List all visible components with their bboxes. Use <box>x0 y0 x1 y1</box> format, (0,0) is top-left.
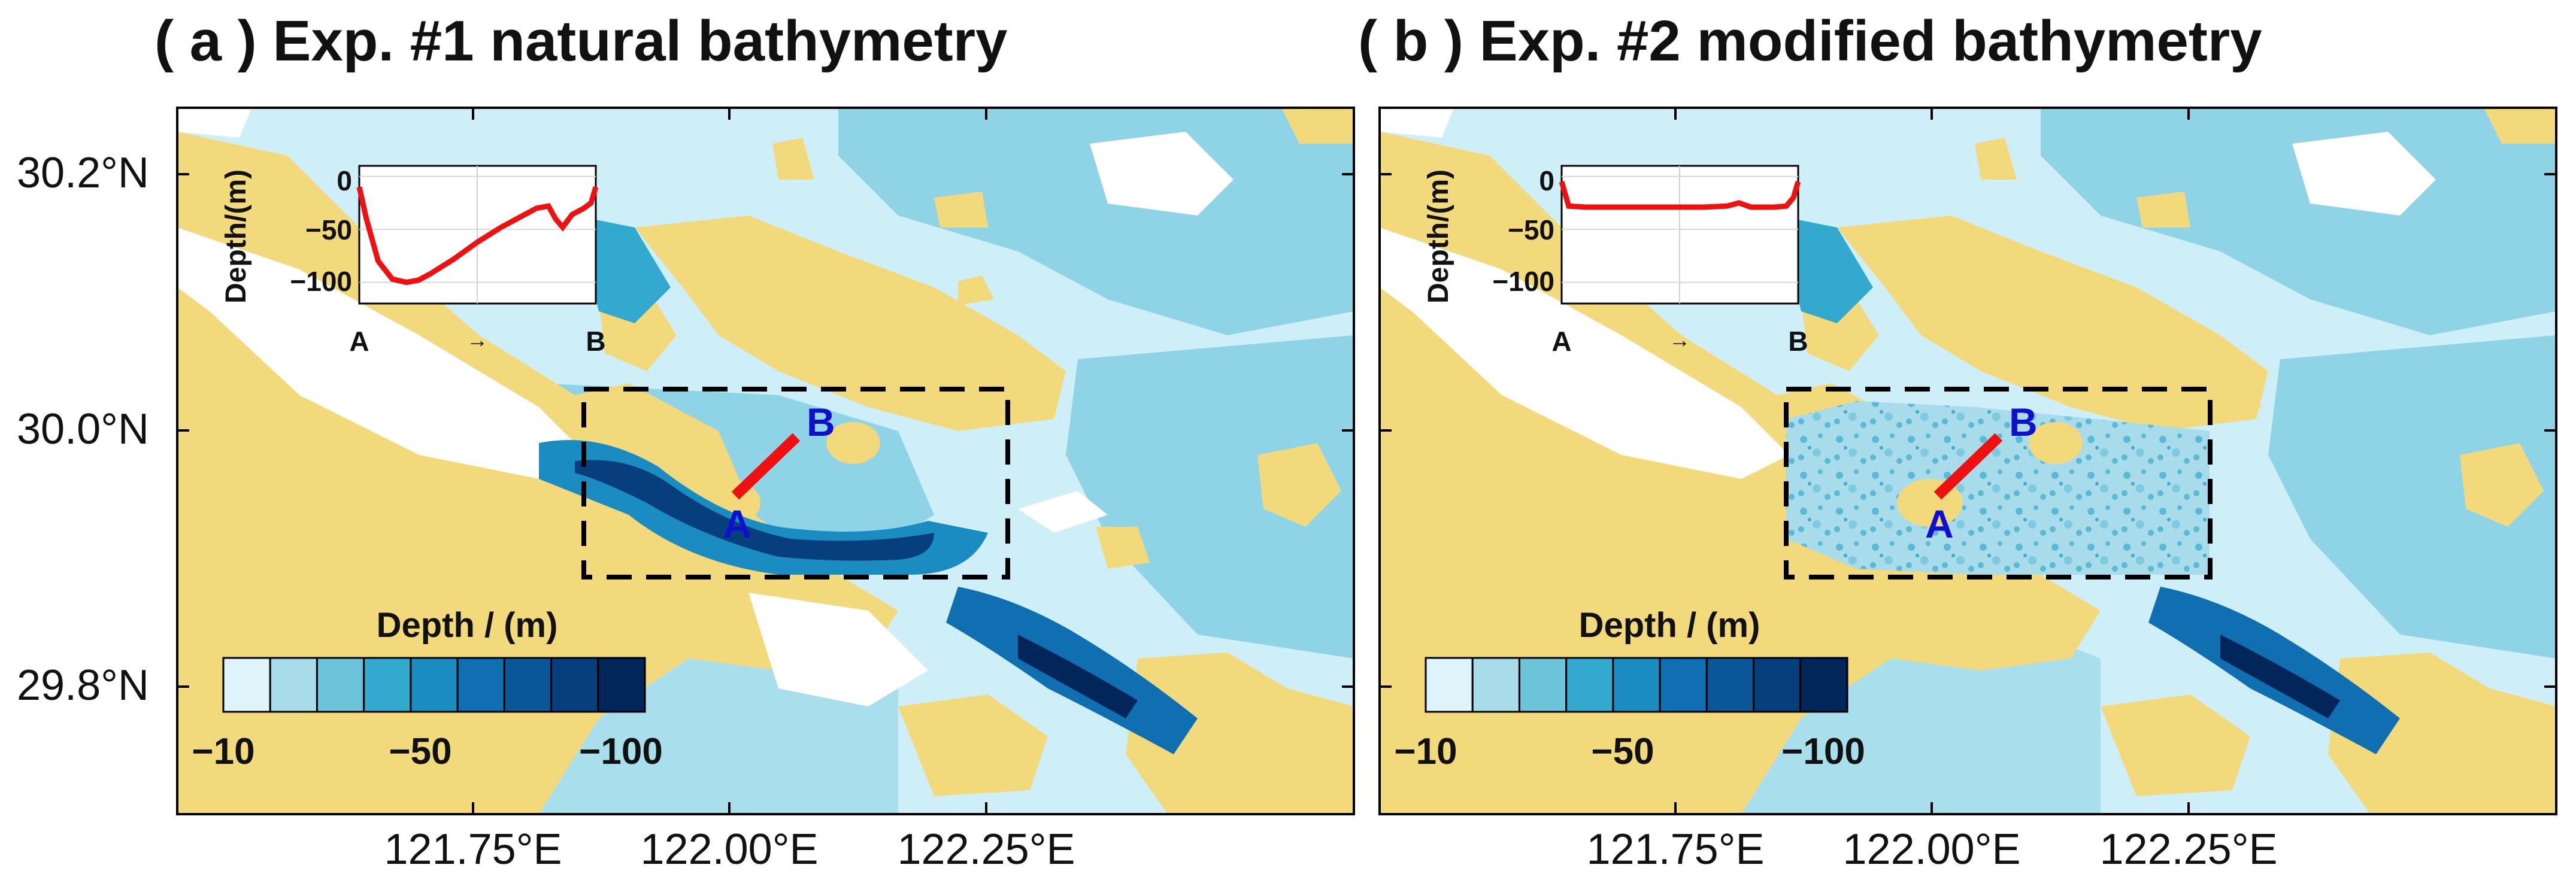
colorbar-title: Depth / (m) <box>1579 606 1760 645</box>
inset-end-label: B <box>586 326 605 357</box>
inset-ylabel: Depth/(m) <box>220 169 252 304</box>
colorbar-cell <box>597 657 646 713</box>
dry-areas <box>177 108 1234 706</box>
lon-tick-label: 122.25°E <box>897 826 1075 873</box>
colorbar-cell <box>222 657 271 713</box>
inset-ytick-label: −100 <box>290 266 352 297</box>
colorbar-tick-label: −50 <box>1591 731 1654 772</box>
colorbar-cell <box>1799 657 1848 713</box>
colorbar-cell <box>1425 657 1474 713</box>
colorbar: Depth / (m) −10 −50 −100 <box>192 606 662 772</box>
inset-ytick-label: 0 <box>337 165 352 196</box>
study-region-box <box>581 387 1010 579</box>
panel-b-title: ( b ) Exp. #2 modified bathymetry <box>1358 9 2262 73</box>
lon-tick-label: 121.75°E <box>384 826 562 873</box>
section-line <box>1933 433 2003 500</box>
panel-a-title: ( a ) Exp. #1 natural bathymetry <box>154 9 1008 73</box>
arrow-icon: → <box>466 327 488 352</box>
lat-tick-label: 30.0°N <box>17 405 149 453</box>
deep-channel-outside <box>1777 216 2400 754</box>
deep-channel <box>539 216 1198 754</box>
study-region-box <box>1784 387 2213 579</box>
colorbar-cell <box>1659 657 1708 713</box>
colorbar-cell <box>456 657 505 713</box>
lon-tick-label: 122.00°E <box>1842 826 2021 873</box>
map-frame <box>176 107 1355 815</box>
depth-profile-line <box>356 186 599 286</box>
arrow-icon: → <box>1669 327 1690 352</box>
colorbar-tick-label: −100 <box>579 731 663 772</box>
colorbar-cell <box>1753 657 1802 713</box>
colorbar-tick-label: −10 <box>1394 731 1457 772</box>
point-b-label: B <box>2009 400 2038 444</box>
colorbar-cell <box>1612 657 1661 713</box>
colorbar-cell <box>269 657 318 713</box>
axis-ticks <box>177 108 1354 814</box>
dry-areas <box>1380 108 2436 479</box>
section-line <box>731 433 801 500</box>
inset-profile: 0 −50 −100 Depth/(m) A → B <box>1423 165 1808 357</box>
colorbar-cell <box>503 657 553 713</box>
colorbar-cell <box>1565 657 1614 713</box>
point-b-label: B <box>807 400 835 444</box>
lon-tick-label: 122.25°E <box>2099 826 2278 873</box>
lat-tick-label: 29.8°N <box>17 662 149 709</box>
inset-ylabel: Depth/(m) <box>1423 169 1454 304</box>
inset-start-label: A <box>349 326 369 357</box>
colorbar-title: Depth / (m) <box>377 606 558 645</box>
lon-tick-label: 121.75°E <box>1586 826 1765 873</box>
inset-start-label: A <box>1551 326 1571 357</box>
colorbar: Depth / (m) −10 −50 −100 <box>1394 606 1865 772</box>
colorbar-tick-label: −10 <box>192 731 254 772</box>
inset-profile: 0 −50 −100 Depth/(m) A → B <box>220 165 606 357</box>
inset-ytick-label: −50 <box>1508 214 1554 245</box>
inset-end-label: B <box>1788 326 1808 357</box>
panel-a-map: A B 0 −50 −100 Depth/(m) A → B Depth / (… <box>176 107 1355 815</box>
colorbar-cell <box>1518 657 1568 713</box>
colorbar-cell <box>550 657 599 713</box>
map-frame <box>1378 107 2557 815</box>
point-a-label: A <box>723 502 751 546</box>
colorbar-tick-label: −50 <box>389 731 451 772</box>
inset-ytick-label: 0 <box>1539 165 1554 196</box>
lon-tick-label: 122.00°E <box>640 826 819 873</box>
depth-profile-line <box>1559 181 1801 210</box>
lat-tick-label: 30.2°N <box>17 149 149 197</box>
colorbar-cell <box>1705 657 1755 713</box>
colorbar-tick-label: −100 <box>1781 731 1865 772</box>
panel-b-map: A B 0 −50 −100 Depth/(m) A → B Depth / (… <box>1378 107 2557 815</box>
colorbar-cell <box>1471 657 1520 713</box>
inset-ytick-label: −100 <box>1492 266 1554 297</box>
axis-ticks <box>1380 108 2556 814</box>
colorbar-cell <box>410 657 459 713</box>
point-a-label: A <box>1925 502 1954 546</box>
modified-bathymetry-region <box>1786 401 2210 575</box>
inset-ytick-label: −50 <box>305 214 352 245</box>
colorbar-cell <box>363 657 412 713</box>
colorbar-cell <box>316 657 365 713</box>
